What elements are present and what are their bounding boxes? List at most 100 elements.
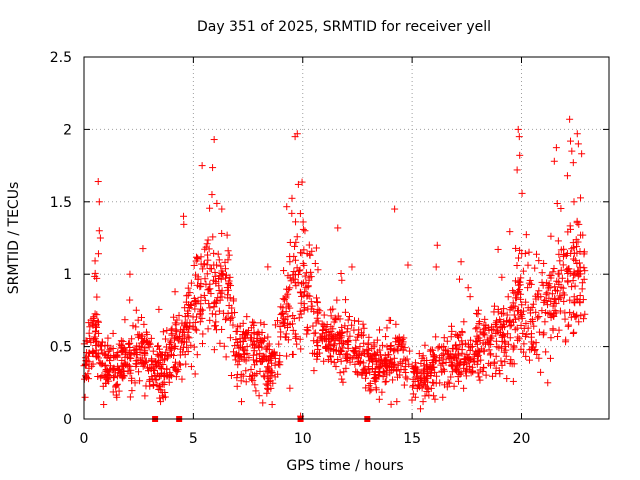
- data-point-105: [154, 342, 162, 350]
- data-point-849: [211, 299, 219, 307]
- data-point-1819: [424, 378, 432, 386]
- data-point-1854: [435, 354, 443, 362]
- data-point-127: [520, 340, 528, 348]
- data-point-1912: [288, 209, 296, 217]
- data-point-1519: [238, 354, 246, 362]
- data-point-810: [184, 333, 192, 341]
- data-point-1327: [500, 318, 508, 326]
- data-point-1645: [325, 344, 333, 352]
- x-tick-labels: 0 5 10 15 20: [80, 431, 531, 447]
- data-point-1268: [175, 311, 183, 319]
- data-point-1891: [157, 364, 165, 372]
- data-point-1921: [513, 166, 521, 174]
- data-point-1000: [320, 357, 328, 365]
- data-point-1786: [416, 405, 424, 413]
- data-point-1434: [462, 367, 470, 375]
- data-point-1087: [196, 311, 204, 319]
- data-point-1403: [170, 363, 178, 371]
- data-point-1762: [118, 343, 126, 351]
- data-point-1384: [298, 178, 306, 186]
- data-point-1319: [206, 204, 214, 212]
- data-point-806: [170, 352, 178, 360]
- data-point-379: [425, 391, 433, 399]
- data-point-970: [143, 364, 151, 372]
- data-point-1134: [535, 328, 543, 336]
- data-point-1770: [126, 339, 134, 347]
- data-point-1211: [183, 338, 191, 346]
- data-point-1709: [389, 366, 397, 374]
- data-point-1370: [522, 319, 530, 327]
- data-point-13: [218, 229, 226, 237]
- data-point-1395: [349, 346, 357, 354]
- data-point-1922: [550, 157, 558, 165]
- data-point-213: [297, 345, 305, 353]
- data-point-1089: [198, 314, 206, 322]
- data-point-1114: [541, 318, 549, 326]
- data-point-1865: [327, 312, 335, 320]
- grid-lines: [84, 57, 609, 419]
- data-point-328: [351, 360, 359, 368]
- data-point-678: [510, 311, 518, 319]
- data-point-1883: [313, 299, 321, 307]
- data-point-1247: [172, 373, 180, 381]
- data-point-1558: [176, 361, 184, 369]
- data-point-37: [383, 324, 391, 332]
- data-point-1931: [81, 393, 89, 401]
- data-point-1560: [525, 279, 533, 287]
- data-point-1620: [246, 372, 254, 380]
- data-point-1596: [360, 339, 368, 347]
- data-point-1842: [310, 350, 318, 358]
- data-point-109: [531, 347, 539, 355]
- data-point-10: [155, 305, 163, 313]
- data-point-1859: [482, 321, 490, 329]
- data-point-1212: [191, 305, 199, 313]
- data-point-1587: [283, 285, 291, 293]
- data-point-1123: [339, 344, 347, 352]
- data-point-1708: [202, 280, 210, 288]
- data-point-1545: [331, 314, 339, 322]
- data-point-268: [558, 274, 566, 282]
- data-point-1039: [555, 250, 563, 258]
- y-tick-label: 1: [63, 267, 72, 283]
- data-point-300: [284, 313, 292, 321]
- data-point-1354: [570, 328, 578, 336]
- data-point-1851: [313, 355, 321, 363]
- data-point-1374: [260, 373, 268, 381]
- data-point-1311: [571, 271, 579, 279]
- data-point-1663: [338, 339, 346, 347]
- data-point-1723: [331, 340, 339, 348]
- data-point-622: [382, 333, 390, 341]
- data-point-1911: [293, 130, 301, 138]
- data-point-1817: [338, 323, 346, 331]
- data-point-1927: [563, 172, 571, 180]
- data-point-1783: [374, 348, 382, 356]
- data-point-664: [580, 315, 588, 323]
- data-point-24: [531, 264, 539, 272]
- data-point-909: [473, 324, 481, 332]
- data-point-1790: [517, 290, 525, 298]
- data-point-492: [187, 363, 195, 371]
- data-point-1438: [173, 368, 181, 376]
- data-point-409: [578, 285, 586, 293]
- data-point-1353: [282, 308, 290, 316]
- data-point-228: [575, 318, 583, 326]
- data-point-126: [403, 375, 411, 383]
- data-point-632: [154, 352, 162, 360]
- data-point-276: [242, 378, 250, 386]
- data-point-1681: [286, 253, 294, 261]
- data-point-1924: [573, 130, 581, 138]
- data-point-1448: [182, 298, 190, 306]
- data-point-510: [570, 255, 578, 263]
- data-point-231: [540, 329, 548, 337]
- data-point-760: [390, 347, 398, 355]
- data-point-1492: [253, 351, 261, 359]
- data-point-1939: [419, 398, 427, 406]
- data-point-1491: [365, 382, 373, 390]
- data-point-1198: [203, 240, 211, 248]
- data-point-903: [366, 387, 374, 395]
- data-point-1513: [492, 364, 500, 372]
- data-point-411: [137, 314, 145, 322]
- data-point-1529: [121, 350, 129, 358]
- data-point-1713: [156, 372, 164, 380]
- data-point-764: [288, 194, 296, 202]
